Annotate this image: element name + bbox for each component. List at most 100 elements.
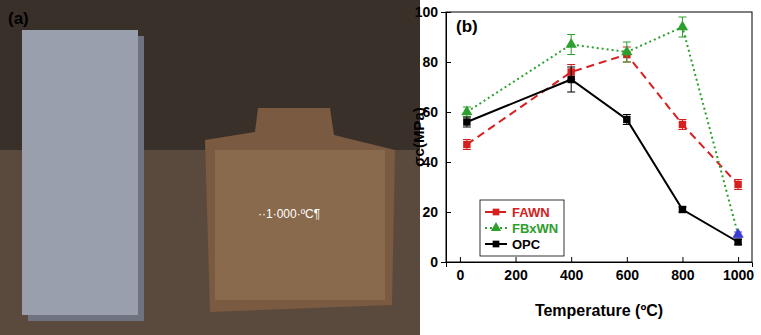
legend-label: OPC	[512, 237, 541, 252]
data-point	[461, 105, 472, 115]
legend-label: FAWN	[512, 205, 550, 220]
x-tick-mark	[738, 257, 739, 262]
legend: FAWNFBxWNOPC	[480, 200, 564, 256]
y-tick-mark	[446, 12, 451, 13]
data-point	[463, 118, 470, 125]
error-bar-cap	[567, 34, 575, 35]
y-tick: 0	[430, 254, 451, 270]
x-tick: 600	[616, 257, 640, 283]
x-tick-mark	[460, 257, 461, 262]
error-bar-cap	[678, 37, 686, 38]
plot-frame	[446, 12, 752, 262]
y-axis-title: σc(MPa)	[410, 107, 427, 166]
x-tick: 200	[504, 257, 528, 283]
error-bar-cap	[623, 114, 631, 115]
legend-marker	[491, 222, 501, 231]
error-bar-cap	[463, 117, 471, 118]
x-axis: 0 200 400 600 800 1000	[447, 257, 755, 283]
x-tick-label: 0	[457, 267, 465, 283]
legend-item: OPC	[485, 237, 541, 252]
y-tick-label: 20	[422, 204, 438, 220]
legend-item: FBxWN	[485, 221, 558, 236]
legend-marker	[493, 209, 500, 216]
error-bar-cap	[623, 62, 631, 63]
legend-item: FAWN	[485, 205, 550, 220]
y-tick-label: 100	[415, 4, 439, 20]
error-bar	[623, 115, 631, 125]
error-bar-cap	[623, 42, 631, 43]
error-bar-cap	[567, 67, 575, 68]
x-tick-mark	[627, 257, 628, 262]
y-tick-label: 80	[422, 54, 438, 70]
y-tick-mark	[446, 262, 451, 263]
data-point	[621, 45, 632, 55]
data-point	[734, 181, 741, 188]
legend-box	[480, 200, 564, 256]
x-axis-title: Temperature (ºC)	[535, 302, 663, 319]
photo-panel: (a) ··1·000·ºC¶	[0, 0, 420, 335]
y-tick-mark	[446, 62, 451, 63]
error-bar-cap	[463, 127, 471, 128]
x-tick: 1000	[723, 257, 754, 283]
x-tick-mark	[571, 257, 572, 262]
brick-right	[205, 108, 395, 312]
error-bar-cap	[678, 17, 686, 18]
error-bar	[463, 140, 471, 150]
x-tick-label: 1000	[723, 267, 754, 283]
panel-label: (a)	[8, 9, 29, 28]
data-point	[623, 116, 630, 123]
error-bar-cap	[678, 129, 686, 130]
error-bar-cap	[678, 119, 686, 120]
error-bar-cap	[623, 62, 631, 63]
data-point	[463, 141, 470, 148]
data-point	[566, 38, 577, 48]
x-tick-mark	[516, 257, 517, 262]
error-bar	[678, 120, 686, 130]
y-tick: 80	[422, 54, 451, 70]
y-axis-line	[441, 13, 447, 263]
figure: (a)··1·000·ºC¶02004006008001000020406080…	[0, 0, 761, 335]
x-tick: 400	[560, 257, 584, 283]
y-tick-mark	[446, 162, 451, 163]
x-tick-mark	[682, 257, 683, 262]
data-point	[734, 238, 741, 245]
error-bar-cap	[567, 64, 575, 65]
error-bar-cap	[567, 92, 575, 93]
y-tick: 100	[415, 4, 451, 20]
data-point	[567, 76, 574, 83]
photo-annotation: ··1·000·ºC¶	[258, 207, 320, 221]
legend-marker	[493, 241, 500, 248]
x-axis-line	[447, 263, 753, 268]
x-tick-label: 800	[671, 267, 695, 283]
error-bar-cap	[463, 139, 471, 140]
error-bar	[734, 180, 742, 190]
brick-right-face	[215, 150, 385, 300]
error-bar-cap	[567, 54, 575, 55]
error-bar-cap	[734, 189, 742, 190]
plot-area	[461, 17, 743, 246]
data-point	[677, 20, 688, 30]
y-tick-mark	[446, 112, 451, 113]
error-bar	[463, 117, 471, 127]
x-tick: 0	[457, 257, 465, 283]
x-tick: 800	[671, 257, 695, 283]
panel-label: (b)	[456, 17, 478, 36]
y-tick: 20	[422, 204, 451, 220]
error-bar-cap	[463, 117, 471, 118]
x-tick-label: 200	[504, 267, 528, 283]
x-tick-label: 600	[616, 267, 640, 283]
y-tick-mark	[446, 212, 451, 213]
data-point	[732, 228, 743, 238]
x-tick-label: 400	[560, 267, 584, 283]
error-bar-cap	[623, 124, 631, 125]
chart-panel: 02004006008001000020406080100Temperature…	[410, 0, 761, 335]
chart-background	[420, 0, 761, 335]
y-tick-label: 0	[430, 254, 438, 270]
error-bar-cap	[463, 149, 471, 150]
brick-left	[22, 30, 138, 315]
data-point	[679, 206, 686, 213]
error-bar	[567, 67, 575, 92]
series-line	[467, 55, 738, 185]
error-bar-cap	[734, 179, 742, 180]
photo-background	[0, 0, 420, 335]
